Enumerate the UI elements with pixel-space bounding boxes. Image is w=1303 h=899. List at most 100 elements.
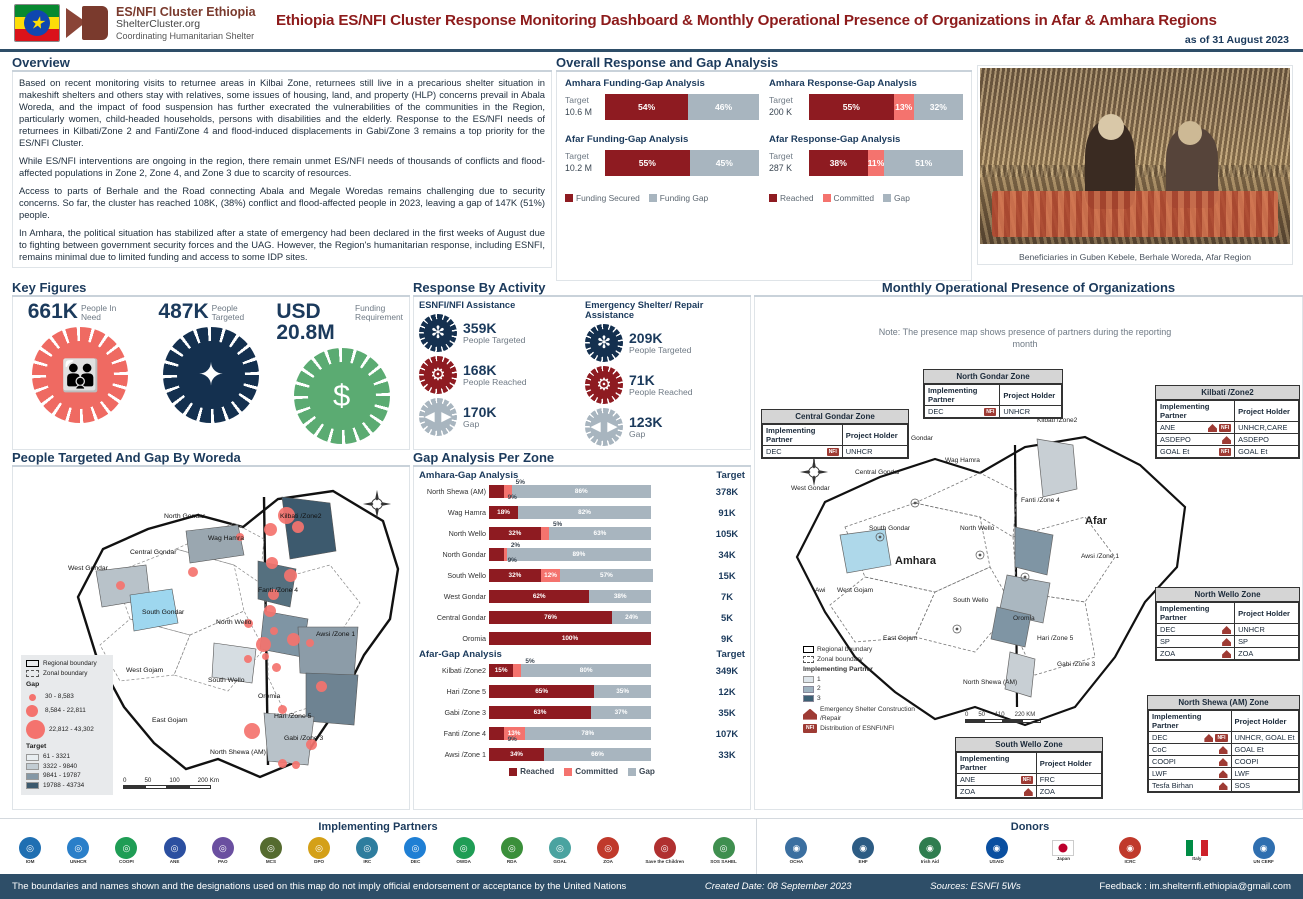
header: ★ ES/NFI Cluster Ethiopia ShelterCluster… (0, 0, 1303, 50)
bar-segment-gap: 37% (591, 706, 651, 719)
bar-segment-gap: 80% (521, 664, 651, 677)
map-label: West Gondar (68, 565, 108, 572)
wlegend-gap-1: 8,584 - 22,811 (45, 707, 86, 715)
gap-bubble (306, 639, 314, 647)
bar-segment-gap: 66% (544, 748, 651, 761)
bar-value-label: 9% (507, 736, 517, 743)
wlegend-target-2: 9841 - 19787 (43, 772, 81, 780)
map-label: North Shewa (AM) (963, 679, 1018, 686)
implementing-partner-cell: DEC NFI (1148, 730, 1232, 745)
project-holder-cell: UNHCR,CARE (1234, 420, 1299, 435)
response-value: 168K (463, 361, 497, 378)
partner-logo: ◎ RDA (500, 837, 523, 865)
shelter-hut-icon (1222, 650, 1232, 659)
target-arrows-icon: ✦ (163, 327, 259, 424)
legend-item: Committed (822, 193, 874, 203)
response-row: ◄► 170K Gap (419, 398, 579, 436)
overall-response-section: Overall Response and Gap Analysis Amhara… (556, 55, 972, 281)
col-project-holder: Project Holder (999, 384, 1062, 406)
stacked-bar: 38% 11% 51% (809, 150, 963, 176)
gap-chart-title: Amhara Response-Gap Analysis (769, 78, 917, 89)
legend-item: Committed (564, 767, 618, 776)
project-holder-cell: ZOA (1035, 785, 1103, 799)
table-row: DEC UNHCR (1155, 622, 1299, 637)
bar-segment-reached: 100% (489, 632, 651, 645)
project-holder-cell: LWF (1230, 767, 1299, 781)
bottom-bar: The boundaries and names shown and the d… (0, 874, 1303, 899)
partner-logo: ◎ COOPI (115, 837, 138, 865)
table-row: ZOA ZOA (1155, 647, 1299, 661)
gap-chart-title: Amhara-Gap Analysis (419, 470, 519, 481)
bar-segment-reached: 32% (489, 527, 541, 540)
gap-bubble (268, 589, 279, 600)
zone-table-title: Kilbati /Zone2 (1156, 386, 1299, 400)
family-icon: 👪 (32, 327, 129, 424)
wlegend-target-3: 19788 - 43734 (43, 782, 85, 790)
col-project-holder: Project Holder (1035, 752, 1103, 774)
woreda-map: North Gondar Central Gondar West Gondar Wag… (68, 477, 408, 797)
zone-table: North Wello Zone Implementing Partner Proj… (1155, 587, 1300, 662)
bar-segment-reached (489, 727, 504, 740)
shelter-hut-icon (1218, 770, 1228, 779)
target-label: Target 10.6 M (565, 95, 592, 117)
wscale-0: 0 (123, 777, 127, 784)
snowflake-targeted-icon: ✻ (419, 314, 457, 352)
snowflake-targeted-icon: ✻ (585, 324, 623, 362)
partner-logo: ◎ PAO (211, 837, 234, 865)
implementing-partner-cell: DEC NFI (762, 444, 843, 459)
gap-chart-title: Afar Funding-Gap Analysis (565, 134, 689, 145)
shelter-hut-icon (1207, 424, 1217, 433)
presence-panel: Note: The presence map shows presence of… (754, 297, 1303, 810)
nfi-badge-icon: NFI (1215, 734, 1228, 743)
partner-logo: ◎ DPO (308, 837, 331, 865)
bar-segment-reached (489, 548, 504, 561)
donor-logo: ◉ OCHA (785, 837, 808, 865)
gap-bubble (244, 723, 260, 739)
map-label: North Wello (216, 619, 252, 626)
gap-bar-target: 107K (715, 728, 739, 739)
shelter-book-icon (66, 4, 110, 42)
presence-note: Note: The presence map shows presence of… (878, 327, 1172, 349)
response-row: ⚙ 71K People Reached (585, 366, 745, 404)
map-label: Awsi /Zone 1 (316, 631, 356, 638)
overview-paragraph: Access to parts of Berhale and the Road … (19, 185, 545, 221)
logo-text: ES/NFI Cluster Ethiopia ShelterCluster.o… (116, 5, 256, 41)
presence-title: Monthly Operational Presence of Organiza… (881, 280, 1176, 295)
bar-value-label: 9% (507, 494, 517, 501)
wlegend-gap-2: 22,812 - 43,302 (49, 725, 94, 733)
gap-bubble (292, 521, 304, 533)
wlegend-gap-0: 30 - 8,583 (45, 693, 74, 701)
bar-segment: 55% (605, 150, 690, 176)
map-label: Gabi /Zone 3 (284, 735, 324, 742)
wlegend-zonal: Zonal boundary (43, 669, 88, 677)
gap-bubble (272, 663, 281, 672)
bar-value-label: 5% (552, 521, 563, 528)
legend-class-2: 2 (817, 685, 821, 693)
target-label: Target 287 K (769, 151, 793, 173)
legend-item: Reached (509, 767, 554, 776)
gap-bar-row: Awsi /Zone 1 34% 66% 33K (419, 744, 745, 765)
partner-logo: ◎ IOM (19, 837, 42, 865)
scale-tick-2: 110 (995, 712, 1005, 718)
gap-chart-row: Target 200 K 55% 13% 32% (769, 94, 963, 120)
donor-logo: ◉ USAID (985, 837, 1008, 865)
stacked-bar: 55% 45% (605, 150, 759, 176)
implementing-partner-cell: DEC NFI (923, 404, 1001, 419)
table-row: LWF LWF (1148, 767, 1299, 781)
map-label: Hari /Zone 5 (1037, 635, 1074, 642)
bar-segment: 55% (809, 94, 894, 120)
legend-item: Funding Gap (648, 193, 708, 203)
table-row: CoC GOAL Et (1148, 743, 1299, 757)
bar-segment-committed (503, 548, 507, 561)
response-row: ◄► 123K Gap (585, 408, 745, 446)
zone-table: North Shewa (AM) Zone Implementing Partne… (1147, 695, 1300, 794)
project-holder-cell: SP (1234, 635, 1299, 649)
gap-chart-title: Amhara Funding-Gap Analysis (565, 78, 705, 89)
logo-line1: ES/NFI Cluster Ethiopia (116, 5, 256, 20)
overall-panel: Amhara Funding-Gap Analysis Target 10.6 M 5… (556, 72, 972, 281)
zone-table: South Wello Zone Implementing Partner Proj… (955, 737, 1103, 800)
target-header: Target (716, 470, 745, 481)
donors-section: Donors ◉ OCHA ◉ EHF ◉ Irish Aid ◉ USAID Japan ◉ IC… (756, 818, 1303, 874)
response-column-heading: Emergency Shelter/ Repair Assistance (585, 300, 704, 320)
